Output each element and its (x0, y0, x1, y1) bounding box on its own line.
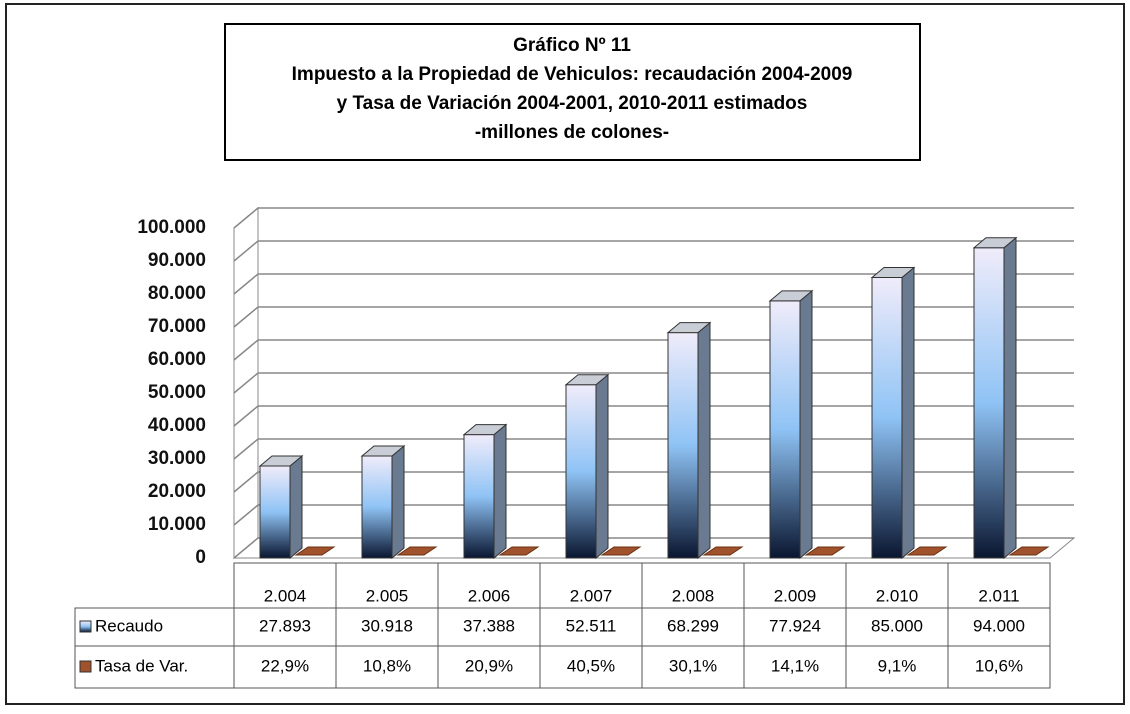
bar-top (768, 290, 814, 302)
floor (232, 537, 1076, 559)
y-tick-label: 80.000 (148, 283, 206, 304)
data-label: 27.893 (259, 616, 311, 635)
bar-top (462, 424, 508, 436)
bar (906, 546, 948, 556)
y-tick-label: 0 (195, 547, 206, 568)
legend-swatch (79, 660, 92, 673)
data-label: 94.000 (973, 616, 1025, 635)
bar (804, 546, 846, 556)
y-tick-label: 20.000 (148, 481, 206, 502)
legend-swatch (79, 620, 92, 633)
grid-line (233, 273, 1074, 295)
bar (498, 546, 540, 556)
bar (259, 465, 291, 559)
bar-side (901, 266, 915, 560)
bar-side (391, 444, 405, 560)
bar-top (258, 455, 304, 467)
bar-side (289, 454, 303, 560)
x-tick-label: 2.008 (672, 586, 715, 605)
bar (396, 546, 438, 556)
bar-side (595, 373, 609, 560)
chart-title: Gráfico Nº 11 (513, 35, 631, 56)
x-tick-label: 2.011 (978, 586, 1019, 605)
data-label: 30,1% (669, 656, 717, 675)
bar (600, 546, 642, 556)
chart-title: y Tasa de Variación 2004-2001, 2010-2011… (337, 93, 808, 114)
chart-title: Impuesto a la Propiedad de Vehiculos: re… (292, 64, 853, 85)
bar (702, 546, 744, 556)
bar (871, 277, 903, 559)
y-tick-label: 50.000 (148, 382, 206, 403)
data-label: 37.388 (463, 616, 515, 635)
bar-top (564, 374, 610, 386)
data-label: 77.924 (769, 616, 821, 635)
bar (361, 455, 393, 559)
bar (565, 384, 597, 559)
data-label: 85.000 (871, 616, 923, 635)
y-tick-label: 40.000 (148, 415, 206, 436)
data-label: 10,6% (975, 656, 1023, 675)
bar (667, 332, 699, 559)
grid-line (233, 471, 1074, 493)
x-tick-label: 2.006 (468, 586, 511, 605)
bar-side (1003, 236, 1017, 560)
grid-line (233, 240, 1074, 262)
chart-title: -millones de colones- (475, 122, 669, 143)
bar-top (870, 267, 916, 278)
bar-top (972, 237, 1018, 249)
bar (769, 300, 801, 559)
grid-line (233, 504, 1074, 526)
bar (463, 434, 495, 559)
bar (294, 546, 336, 556)
y-tick-label: 100.000 (137, 217, 206, 238)
data-label: 68.299 (667, 616, 719, 635)
y-tick-label: 30.000 (148, 448, 206, 469)
data-label: 9,1% (878, 656, 917, 675)
x-tick-label: 2.004 (264, 586, 307, 605)
y-tick-label: 90.000 (148, 250, 206, 271)
grid-line (233, 405, 1074, 427)
data-label: 22,9% (261, 656, 309, 675)
grid-line (233, 306, 1074, 328)
x-tick-label: 2.010 (876, 586, 919, 605)
bar-side (493, 423, 507, 560)
frame (5, 3, 1125, 705)
grid-line (233, 339, 1074, 361)
legend-label: Tasa de Var. (95, 656, 188, 675)
y-tick-label: 70.000 (148, 316, 206, 337)
x-tick-label: 2.005 (366, 586, 409, 605)
data-label: 40,5% (567, 656, 615, 675)
legend-label: Recaudo (95, 616, 163, 635)
bar (973, 247, 1005, 559)
bar-top (360, 445, 406, 457)
y-tick-label: 10.000 (148, 514, 206, 535)
data-label: 14,1% (771, 656, 819, 675)
bar-top (666, 322, 712, 334)
title-box (224, 23, 921, 161)
bar-side (799, 289, 813, 560)
data-label: 52.511 (566, 616, 617, 635)
x-tick-label: 2.009 (774, 586, 817, 605)
data-label: 10,8% (363, 656, 411, 675)
data-label: 30.918 (361, 616, 413, 635)
data-label: 20,9% (465, 656, 513, 675)
grid-line (233, 207, 1074, 229)
grid-line (233, 438, 1074, 460)
y-tick-label: 60.000 (148, 349, 206, 370)
grid-line (233, 372, 1074, 394)
bar-side (697, 321, 711, 560)
x-tick-label: 2.007 (570, 586, 613, 605)
bar (1008, 546, 1050, 556)
